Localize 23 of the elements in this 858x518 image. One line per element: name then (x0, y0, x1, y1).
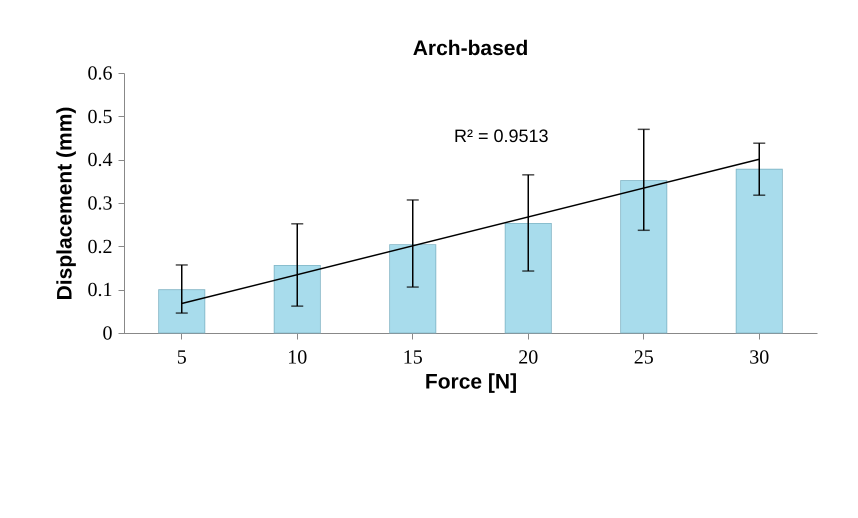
y-tick-label: 0.5 (88, 106, 112, 128)
bar (736, 168, 783, 334)
bar (274, 265, 321, 334)
x-tick-label: 15 (402, 346, 423, 368)
y-tick-label: 0.1 (88, 279, 112, 302)
y-axis-title: Displacement (mm) (54, 106, 76, 300)
bar (620, 180, 668, 334)
x-tick-label: 5 (176, 346, 187, 368)
annotation: R² = 0.9513 (454, 126, 549, 146)
x-axis-title: Force [N] (424, 370, 518, 394)
y-tick-label: 0 (102, 322, 112, 344)
chart-title: Arch-based (412, 37, 528, 60)
x-tick-label: 20 (518, 346, 538, 368)
bar (504, 222, 552, 334)
y-tick-label: 0.3 (88, 192, 112, 214)
y-tick-label: 0.2 (88, 236, 112, 258)
x-tick-label: 30 (749, 346, 770, 368)
bar (158, 289, 206, 334)
y-tick-label: 0.6 (88, 62, 112, 84)
x-tick-label: 10 (287, 346, 308, 368)
x-tick-label: 25 (634, 346, 654, 368)
bar (389, 244, 436, 334)
y-tick-label: 0.4 (88, 149, 112, 172)
